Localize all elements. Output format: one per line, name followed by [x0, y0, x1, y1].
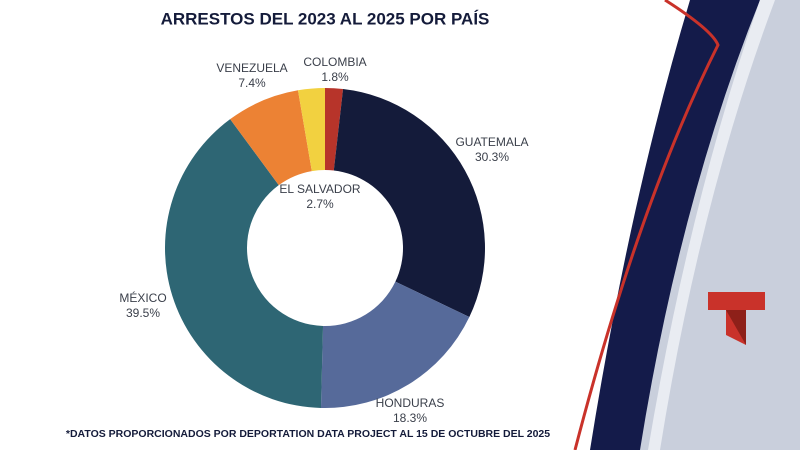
decor-red-line — [573, 0, 720, 450]
decor-navy — [590, 0, 760, 450]
slice-value-label: 7.4% — [238, 76, 266, 90]
slice-label: HONDURAS — [376, 396, 445, 410]
slice-value-label: 18.3% — [393, 411, 427, 425]
slice-value-label: 39.5% — [126, 306, 160, 320]
donut-slice — [165, 119, 324, 408]
donut-slice — [325, 88, 344, 171]
slice-label: MÉXICO — [119, 290, 166, 305]
donut-slice — [333, 89, 486, 318]
slice-label: GUATEMALA — [455, 135, 528, 149]
donut-slice — [230, 90, 312, 186]
slice-label: COLOMBIA — [303, 55, 366, 69]
logo — [708, 292, 765, 345]
chart-title: ARRESTOS DEL 2023 AL 2025 POR PAÍS — [161, 9, 490, 28]
slice-label: EL SALVADOR — [279, 182, 360, 196]
donut-slice — [320, 281, 470, 408]
footnote: *DATOS PROPORCIONADOS POR DEPORTATION DA… — [66, 428, 550, 440]
decor-stripe — [648, 0, 775, 450]
slice-value-label: 2.7% — [306, 197, 334, 211]
donut-slice — [297, 88, 325, 172]
slice-value-label: 1.8% — [321, 70, 349, 84]
slice-label: VENEZUELA — [216, 61, 287, 75]
logo-shade — [726, 310, 746, 345]
slice-value-label: 30.3% — [475, 150, 509, 164]
